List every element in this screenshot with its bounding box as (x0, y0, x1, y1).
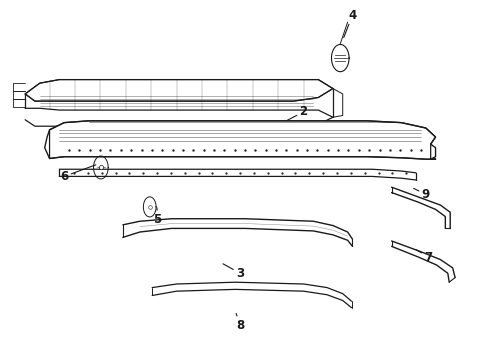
Text: 4: 4 (343, 9, 357, 37)
Text: 1: 1 (404, 130, 430, 150)
Text: 5: 5 (153, 208, 161, 226)
Polygon shape (25, 80, 333, 101)
Text: 8: 8 (236, 314, 244, 332)
Text: 3: 3 (223, 264, 244, 280)
Text: 9: 9 (414, 188, 430, 201)
Text: 7: 7 (416, 249, 432, 264)
Text: 2: 2 (282, 105, 308, 123)
Polygon shape (49, 121, 436, 159)
Text: 6: 6 (60, 165, 96, 183)
Text: 10: 10 (159, 80, 179, 99)
